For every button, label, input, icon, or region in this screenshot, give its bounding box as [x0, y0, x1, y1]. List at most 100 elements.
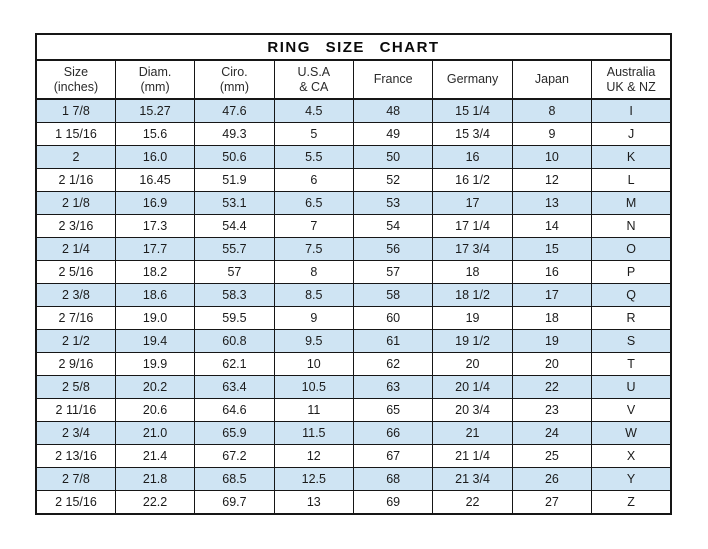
table-cell: P — [591, 260, 672, 284]
table-cell: Z — [591, 490, 672, 515]
column-header: Ciro. (mm) — [194, 59, 275, 100]
table-cell: S — [591, 329, 672, 353]
table-cell: 20 — [432, 352, 513, 376]
table-cell: Q — [591, 283, 672, 307]
table-cell: 11.5 — [273, 421, 355, 445]
table-cell: R — [591, 306, 672, 330]
table-cell: 53.1 — [194, 191, 275, 215]
table-cell: 19 1/2 — [432, 329, 513, 353]
table-cell: 50.6 — [194, 145, 275, 169]
column-header: Australia UK & NZ — [591, 59, 672, 100]
table-row: 2 15/16 22.2 69.7 13 69 22 27 Z — [35, 490, 672, 515]
table-cell: 16 — [511, 260, 593, 284]
table-cell: 18.2 — [114, 260, 196, 284]
table-cell: 7.5 — [273, 237, 355, 261]
table-row: 2 1/16 16.45 51.9 6 52 16 1/2 12 L — [35, 168, 672, 192]
table-cell: 20 — [511, 352, 593, 376]
table-cell: 11 — [273, 398, 355, 422]
table-cell: 2 7/8 — [35, 467, 116, 491]
table-cell: 19.0 — [114, 306, 196, 330]
table-cell: 67 — [352, 444, 434, 468]
table-cell: 21 3/4 — [432, 467, 513, 491]
table-cell: 8 — [511, 98, 593, 123]
column-header-line1: U.S.A — [297, 64, 331, 79]
table-cell: 8.5 — [273, 283, 355, 307]
table-cell: 9 — [273, 306, 355, 330]
table-cell: 19 — [432, 306, 513, 330]
table-cell: 5.5 — [273, 145, 355, 169]
table-cell: 48 — [352, 98, 434, 123]
table-cell: 1 15/16 — [35, 122, 116, 146]
table-cell: 61 — [352, 329, 434, 353]
table-cell: 22 — [511, 375, 593, 399]
table-cell: 10 — [511, 145, 593, 169]
table-cell: 2 9/16 — [35, 352, 116, 376]
table-cell: 23 — [511, 398, 593, 422]
table-cell: 15 3/4 — [432, 122, 513, 146]
table-cell: 65.9 — [194, 421, 275, 445]
table-cell: 15.6 — [114, 122, 196, 146]
table-cell: 64.6 — [194, 398, 275, 422]
table-row: 2 11/16 20.6 64.6 11 65 20 3/4 23 V — [35, 398, 672, 422]
table-row: 2 3/4 21.0 65.9 11.5 66 21 24 W — [35, 421, 672, 445]
table-cell: V — [591, 398, 672, 422]
table-cell: 20 3/4 — [432, 398, 513, 422]
table-cell: 21 1/4 — [432, 444, 513, 468]
table-cell: N — [591, 214, 672, 238]
table-cell: U — [591, 375, 672, 399]
title-row: RING SIZE CHART — [35, 33, 672, 61]
table-cell: 10.5 — [273, 375, 355, 399]
chart-title: RING SIZE CHART — [35, 33, 672, 61]
table-cell: 18 1/2 — [432, 283, 513, 307]
table-cell: 19 — [511, 329, 593, 353]
table-cell: 20.2 — [114, 375, 196, 399]
table-row: 2 5/16 18.2 57 8 57 18 16 P — [35, 260, 672, 284]
table-cell: 20.6 — [114, 398, 196, 422]
table-cell: 60 — [352, 306, 434, 330]
table-cell: 15 — [511, 237, 593, 261]
column-header: Japan — [511, 59, 593, 100]
column-header-line1: Ciro. — [221, 64, 248, 79]
table-cell: 62 — [352, 352, 434, 376]
table-cell: 52 — [352, 168, 434, 192]
column-header-line1: Australia — [606, 64, 656, 79]
table-cell: 14 — [511, 214, 593, 238]
table-row: 2 13/16 21.4 67.2 12 67 21 1/4 25 X — [35, 444, 672, 468]
table-cell: 25 — [511, 444, 593, 468]
table-cell: 62.1 — [194, 352, 275, 376]
column-header: Germany — [432, 59, 513, 100]
table-cell: 4.5 — [273, 98, 355, 123]
table-cell: 16.0 — [114, 145, 196, 169]
table-cell: 21.4 — [114, 444, 196, 468]
table-cell: 65 — [352, 398, 434, 422]
table-cell: 2 5/16 — [35, 260, 116, 284]
table-cell: 2 7/16 — [35, 306, 116, 330]
table-row: 2 9/16 19.9 62.1 10 62 20 20 T — [35, 352, 672, 376]
table-cell: 49 — [352, 122, 434, 146]
table-cell: 17 — [511, 283, 593, 307]
table-cell: 15 1/4 — [432, 98, 513, 123]
table-cell: 51.9 — [194, 168, 275, 192]
table-cell: 2 1/4 — [35, 237, 116, 261]
table-cell: 2 3/16 — [35, 214, 116, 238]
table-cell: 5 — [273, 122, 355, 146]
column-header-line1: Germany — [446, 72, 499, 86]
table-cell: 54.4 — [194, 214, 275, 238]
table-cell: 22.2 — [114, 490, 196, 515]
table-cell: 2 3/4 — [35, 421, 116, 445]
table-cell: 55.7 — [194, 237, 275, 261]
table-cell: 60.8 — [194, 329, 275, 353]
table-cell: M — [591, 191, 672, 215]
table-cell: 16.45 — [114, 168, 196, 192]
column-header-line1: Size — [63, 64, 89, 79]
table-cell: K — [591, 145, 672, 169]
table-cell: 24 — [511, 421, 593, 445]
table-cell: 18 — [511, 306, 593, 330]
column-header-line2: & CA — [299, 79, 329, 94]
column-header-line1: Diam. — [138, 64, 172, 79]
table-cell: 17.7 — [114, 237, 196, 261]
table-cell: 21.0 — [114, 421, 196, 445]
table-cell: 22 — [432, 490, 513, 515]
table-cell: 17 — [432, 191, 513, 215]
table-cell: J — [591, 122, 672, 146]
